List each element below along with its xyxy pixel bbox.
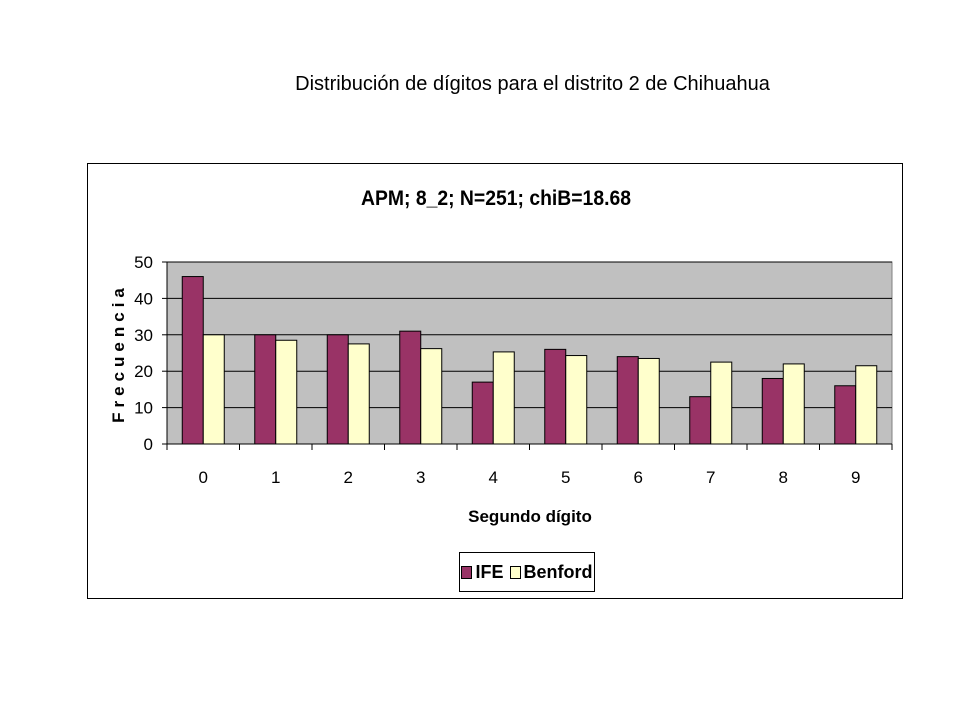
- bar-ife-6: [616, 356, 639, 445]
- x-tick-label: 3: [416, 468, 425, 487]
- x-tick-label: 6: [634, 468, 643, 487]
- y-axis-title: Frecuencia: [109, 283, 128, 423]
- y-tick-label: 0: [144, 435, 153, 454]
- bar-ife-0: [181, 276, 204, 445]
- x-tick-label: 5: [561, 468, 570, 487]
- legend-label-benford: Benford: [523, 561, 593, 582]
- y-tick-label: 50: [134, 253, 153, 272]
- legend-swatch-benford: [509, 565, 521, 579]
- slide-title: Distribución de dígitos para el distrito…: [295, 73, 770, 95]
- bar-benford-4: [492, 351, 515, 445]
- bar-ife-8: [761, 377, 784, 445]
- bar-benford-6: [637, 357, 660, 445]
- bar-benford-3: [420, 348, 443, 445]
- bar-benford-0: [202, 334, 225, 445]
- bar-ife-7: [689, 396, 712, 445]
- x-tick-labels: 0 1 2 3 4 5 6 7 8 9: [199, 468, 861, 487]
- y-tick-label: 10: [134, 399, 153, 418]
- bar-ife-4: [471, 381, 494, 445]
- legend-swatch-ife: [461, 565, 473, 579]
- axes: [162, 261, 893, 450]
- bars: [181, 276, 878, 445]
- bar-benford-5: [565, 355, 588, 445]
- y-tick-label: 20: [134, 362, 153, 381]
- y-tick-labels: 0 10 20 30 40 50: [134, 253, 153, 454]
- x-tick-label: 8: [779, 468, 788, 487]
- bar-benford-1: [275, 339, 298, 445]
- legend: IFE Benford: [459, 552, 595, 592]
- x-tick-label: 9: [851, 468, 860, 487]
- bar-ife-1: [254, 334, 277, 445]
- legend-label-ife: IFE: [475, 561, 504, 582]
- bar-benford-8: [782, 363, 805, 445]
- y-tick-label: 30: [134, 326, 153, 345]
- bar-ife-5: [544, 348, 567, 445]
- y-tick-label: 40: [134, 289, 153, 308]
- x-tick-label: 2: [344, 468, 353, 487]
- x-axis-title: Segundo dígito: [468, 507, 592, 526]
- x-tick-label: 7: [706, 468, 715, 487]
- bar-ife-9: [834, 385, 857, 445]
- legend-item-ife: IFE: [461, 561, 504, 583]
- x-tick-label: 0: [199, 468, 208, 487]
- bar-benford-7: [710, 361, 733, 445]
- bar-ife-3: [399, 330, 422, 445]
- bar-ife-2: [326, 334, 349, 445]
- x-tick-label: 4: [489, 468, 498, 487]
- chart-title: APM; 8_2; N=251; chiB=18.68: [361, 187, 631, 210]
- legend-item-benford: Benford: [509, 561, 593, 583]
- bar-benford-2: [347, 343, 370, 445]
- x-tick-label: 1: [271, 468, 280, 487]
- bar-benford-9: [855, 365, 878, 445]
